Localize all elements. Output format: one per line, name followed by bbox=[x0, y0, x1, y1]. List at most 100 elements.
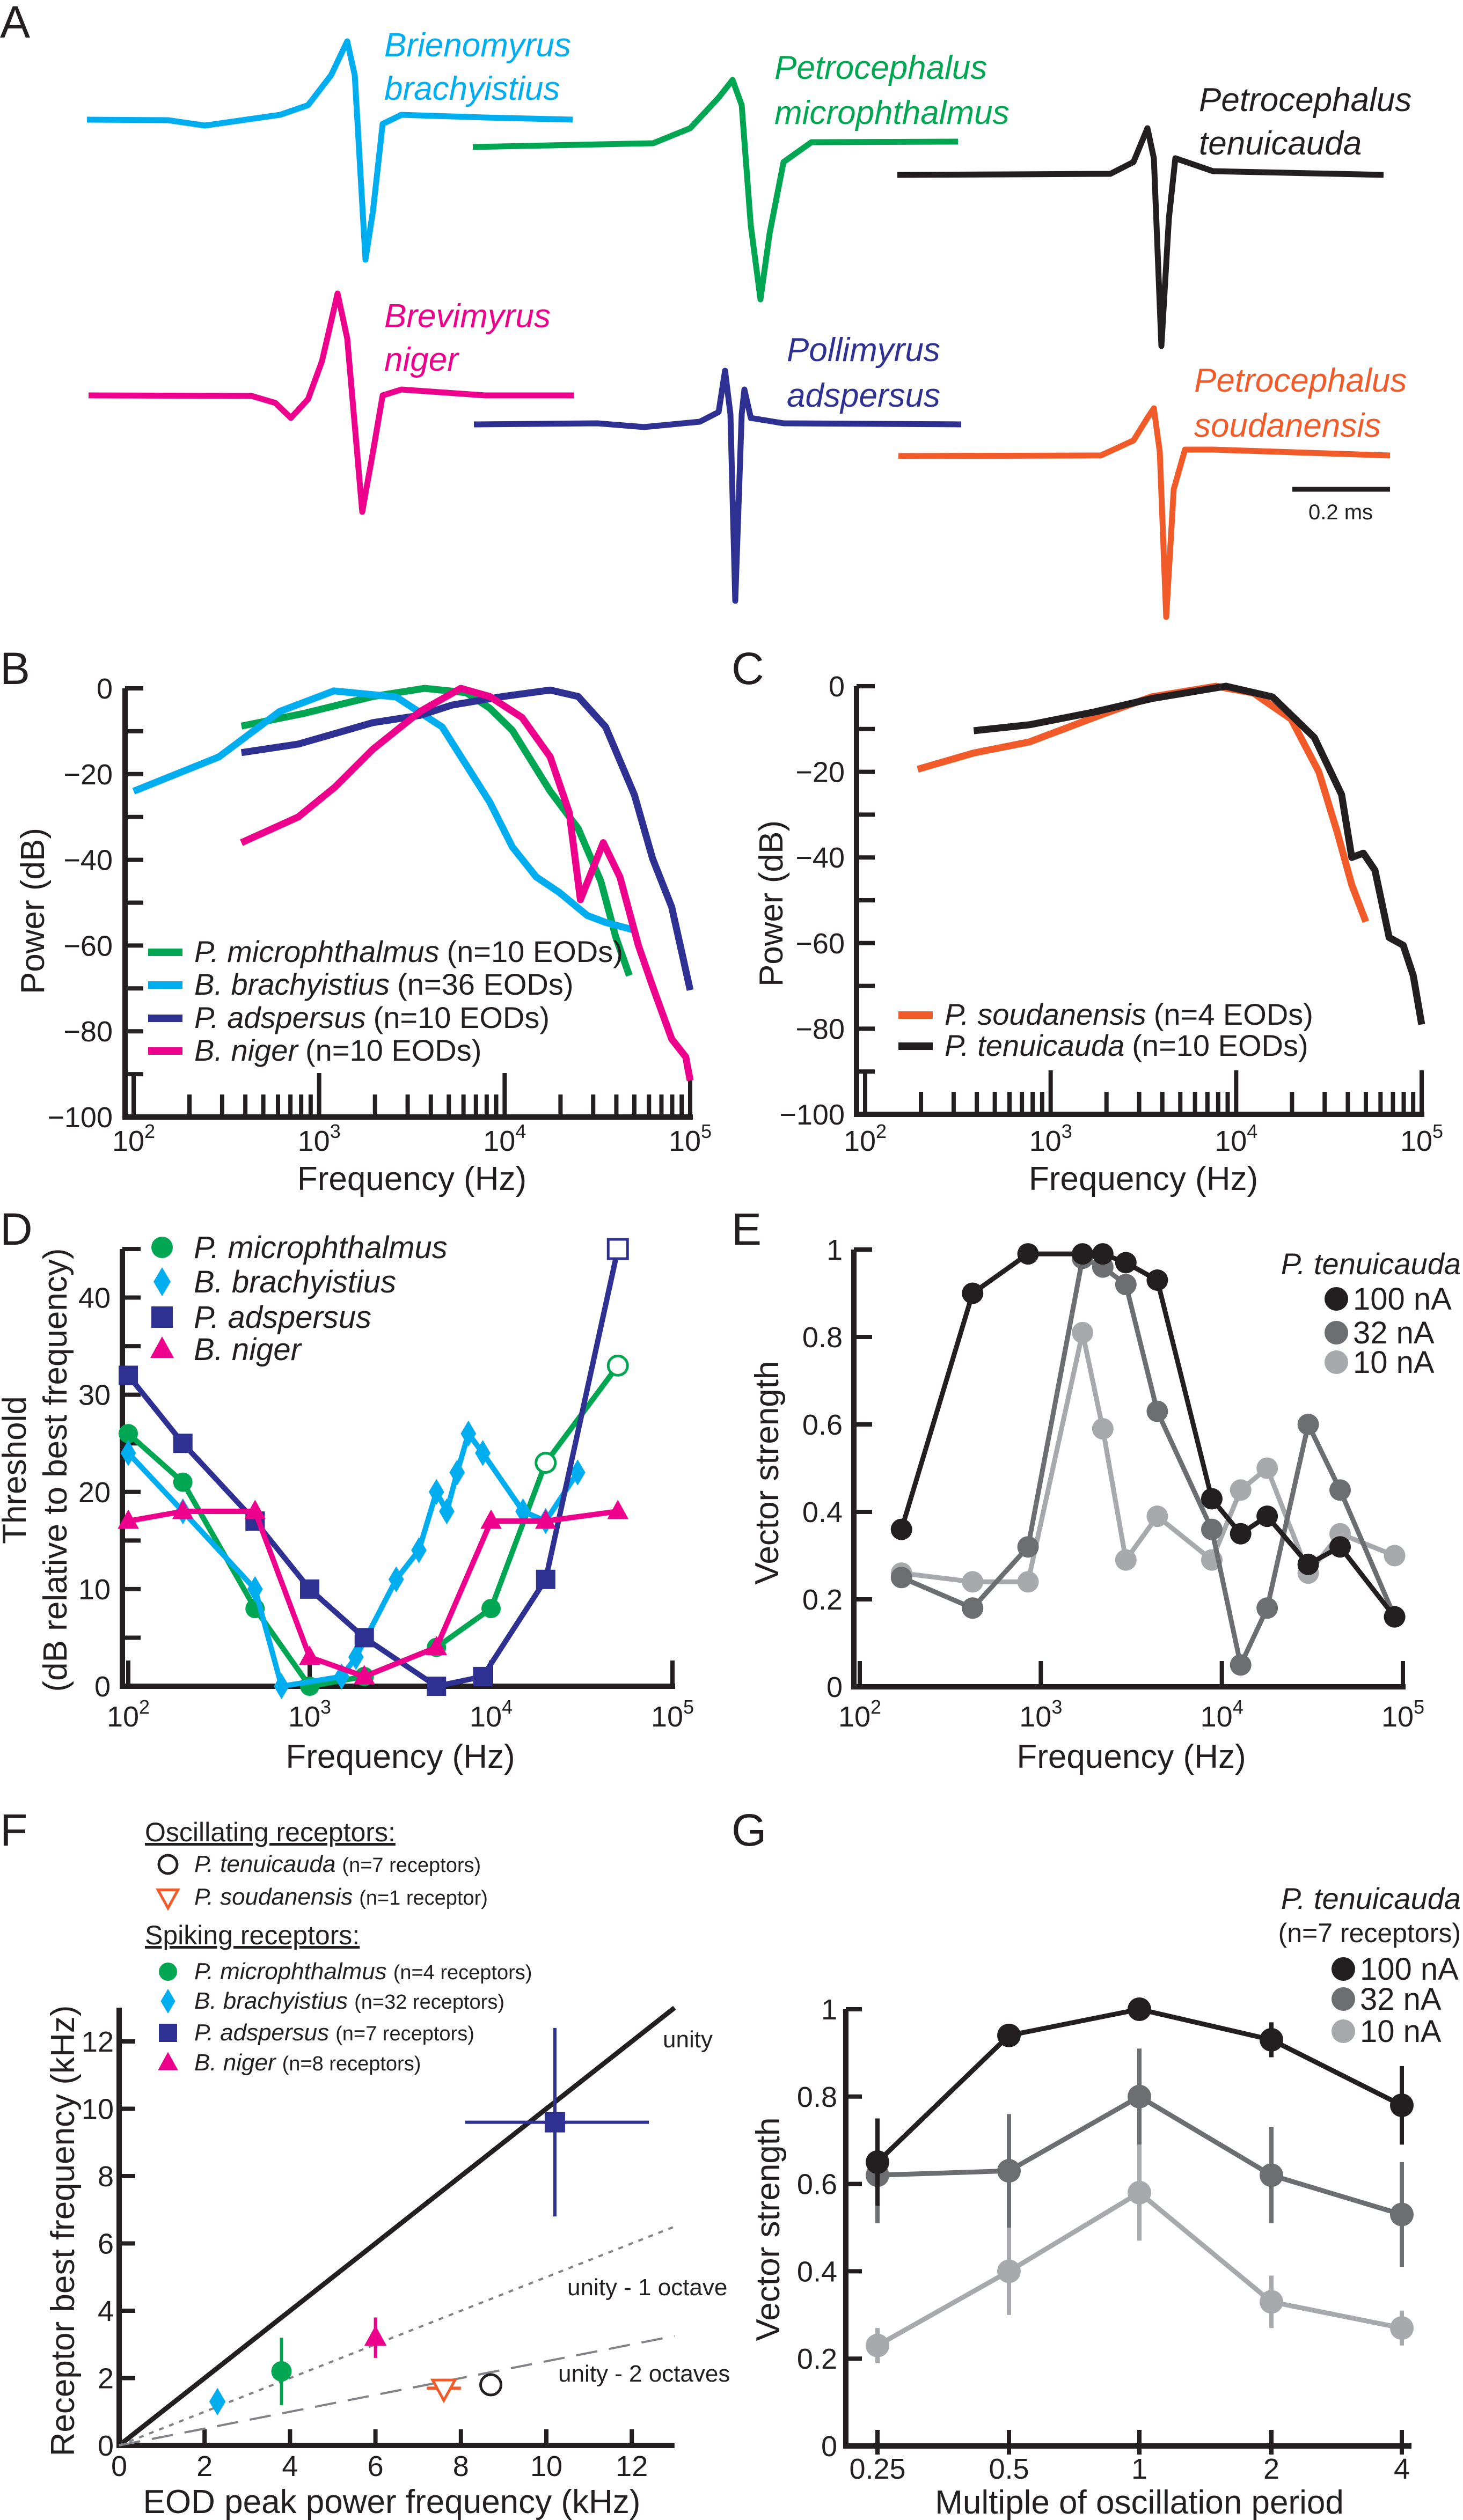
y-tick-label: 30 bbox=[78, 1379, 111, 1412]
tick-exponent: 5 bbox=[1414, 1696, 1424, 1718]
legend-note: (n=7 receptors) bbox=[342, 1854, 481, 1877]
data-point bbox=[962, 1571, 984, 1593]
data-point bbox=[1115, 1274, 1137, 1296]
y-tick-label: 0 bbox=[98, 2430, 114, 2462]
data-point-b-brachyistius bbox=[209, 2387, 226, 2416]
legend-marker-circle bbox=[157, 1854, 179, 1875]
legend-species: P. adspersus bbox=[194, 1001, 366, 1034]
legend-marker-circle bbox=[159, 1963, 177, 1981]
y-tick-label: 0.6 bbox=[797, 2169, 837, 2201]
y-tick-label: −40 bbox=[63, 844, 113, 877]
tick-exponent: 2 bbox=[139, 1696, 150, 1718]
y-tick-label: −80 bbox=[63, 1016, 113, 1048]
species-genus-label: Petrocephalus bbox=[1194, 362, 1407, 399]
tick-exponent: 3 bbox=[1062, 1120, 1072, 1142]
data-point-diamond bbox=[411, 1537, 427, 1563]
legend-item: B. niger (n=8 receptors) bbox=[158, 2049, 421, 2076]
legend-item: 100 nA bbox=[1332, 1952, 1459, 1987]
x-axis-title: Frequency (Hz) bbox=[1029, 1160, 1258, 1197]
legend-subtitle: (n=7 receptors) bbox=[1278, 1918, 1461, 1948]
legend-species: B. brachyistius bbox=[194, 1988, 348, 2014]
data-point bbox=[1260, 2290, 1283, 2314]
tick-base: 10 bbox=[483, 1125, 515, 1157]
legend-marker bbox=[1325, 1350, 1348, 1374]
data-point bbox=[1115, 1252, 1137, 1274]
species-genus-label: Petrocephalus bbox=[774, 49, 987, 86]
data-point bbox=[1390, 2202, 1414, 2227]
data-point bbox=[890, 1567, 912, 1589]
series-line-p-adspersus bbox=[240, 686, 694, 991]
data-point bbox=[962, 1282, 984, 1304]
data-point bbox=[866, 2333, 889, 2357]
x-tick-label: 103 bbox=[288, 1696, 331, 1733]
tick-base: 10 bbox=[107, 1701, 139, 1733]
legend-item: P. microphthalmus (n=10 EODs) bbox=[148, 935, 623, 968]
x-tick-label: 102 bbox=[112, 1120, 155, 1157]
eod-waveform-brachyistius: Brienomyrus brachyistius bbox=[86, 27, 573, 263]
legend-label: B. niger bbox=[194, 1332, 303, 1367]
waveform-trace bbox=[898, 405, 1391, 620]
legend-marker bbox=[1332, 1957, 1355, 1981]
waveform-trace bbox=[473, 368, 962, 604]
x-tick-label: 105 bbox=[1381, 1696, 1424, 1733]
tick-exponent: 4 bbox=[502, 1696, 513, 1718]
x-tick-label: 105 bbox=[1400, 1120, 1443, 1157]
x-tick-label: 0 bbox=[111, 2450, 127, 2482]
reference-line-label: unity bbox=[663, 2026, 713, 2053]
species-name-label: microphthalmus bbox=[774, 94, 1010, 131]
data-point-square bbox=[173, 1434, 193, 1453]
series bbox=[866, 1997, 1414, 2363]
y-axis-title: Vector strength bbox=[749, 1361, 786, 1584]
reference-line-dotted bbox=[119, 2225, 675, 2446]
panel-label-f: F bbox=[0, 1805, 27, 1855]
reference-lines: unity unity - 1 octave unity - 2 octaves bbox=[118, 2005, 730, 2448]
data-point bbox=[1017, 1243, 1039, 1265]
legend-item: 32 nA bbox=[1325, 1316, 1435, 1350]
x-axis-title: Frequency (Hz) bbox=[297, 1160, 526, 1197]
data-points bbox=[209, 2027, 649, 2416]
data-point bbox=[866, 2150, 889, 2174]
legend-note: (n=10 EODs) bbox=[374, 1001, 550, 1034]
panel-label-d: D bbox=[0, 1204, 33, 1254]
eod-waveform-adspersus: Pollimyrus adspersus bbox=[473, 332, 962, 604]
legend-note: (n=4 receptors) bbox=[393, 1961, 532, 1984]
legend-label: 10 nA bbox=[1353, 1345, 1435, 1380]
data-point bbox=[997, 2023, 1021, 2047]
data-point-diamond bbox=[475, 1440, 491, 1466]
legend-marker-triangle bbox=[158, 2052, 178, 2070]
tick-base: 10 bbox=[844, 1125, 876, 1157]
legend-species: P. microphthalmus bbox=[194, 935, 440, 968]
y-tick-label: 10 bbox=[78, 1574, 111, 1606]
x-tick-label: 104 bbox=[1201, 1696, 1243, 1733]
data-point bbox=[1146, 1400, 1168, 1422]
y-tick-label: 4 bbox=[98, 2295, 114, 2327]
y-axis-title: Power (dB) bbox=[14, 828, 52, 994]
y-tick-label: 20 bbox=[78, 1476, 111, 1509]
data-point-triangle bbox=[118, 1509, 139, 1529]
x-tick-label: 104 bbox=[483, 1120, 526, 1157]
x-tick-label: 6 bbox=[368, 2450, 384, 2482]
legend-item: P. adspersus (n=10 EODs) bbox=[148, 1001, 550, 1034]
series-lines bbox=[132, 685, 694, 1082]
data-point-b-niger bbox=[364, 2317, 387, 2358]
y-tick-label: 8 bbox=[98, 2161, 114, 2193]
legend-label: P. microphthalmus (n=4 receptors) bbox=[194, 1958, 532, 1985]
legend-label: P. adspersus (n=10 EODs) bbox=[194, 1001, 550, 1034]
legend-label: B. niger (n=8 receptors) bbox=[194, 2049, 421, 2076]
tick-base: 10 bbox=[1400, 1125, 1432, 1157]
y-tick-label: 0 bbox=[94, 1671, 111, 1703]
data-point bbox=[1072, 1321, 1094, 1343]
x-tick-label: 102 bbox=[107, 1696, 150, 1733]
x-tick-label: 2 bbox=[196, 2450, 213, 2482]
legend-note: (n=10 EODs) bbox=[1132, 1028, 1308, 1062]
species-name-label: tenuicauda bbox=[1199, 125, 1362, 162]
data-point bbox=[997, 2259, 1021, 2283]
y-tick-label: 1 bbox=[826, 1234, 843, 1266]
panel-a: Brienomyrus brachyistius Petrocephalus micr… bbox=[86, 27, 1411, 620]
series-b-niger bbox=[118, 1500, 629, 1685]
